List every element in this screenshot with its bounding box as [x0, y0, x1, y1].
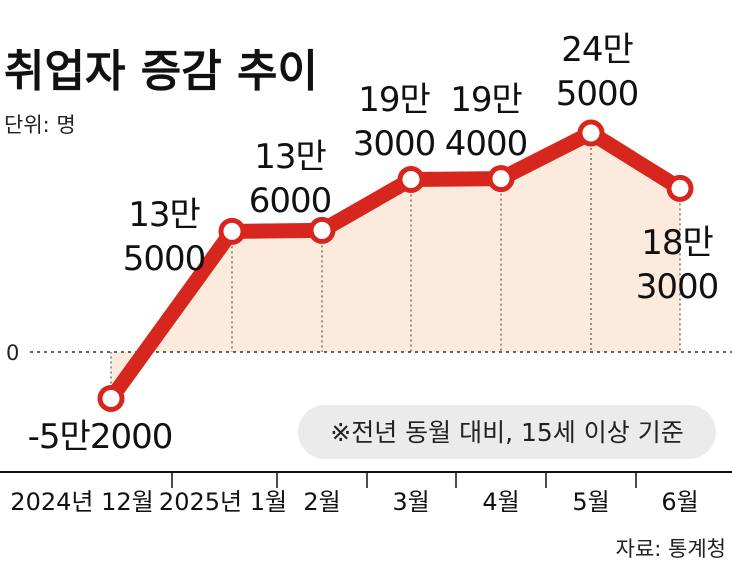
chart-title: 취업자 증감 추이 [4, 46, 318, 97]
data-point [218, 217, 246, 245]
category-label: 2025년 1월 [159, 488, 287, 516]
data-point [487, 165, 515, 193]
data-point [397, 165, 425, 193]
value-label: -5만2000 [28, 417, 173, 457]
value-label: 4000 [445, 124, 528, 164]
note-box [298, 405, 716, 459]
zero-label: 0 [6, 341, 19, 365]
value-label: 6000 [249, 181, 332, 221]
category-label: 3월 [392, 488, 429, 516]
value-label: 5000 [556, 74, 639, 114]
unit-label: 단위: 명 [4, 113, 76, 137]
data-point [97, 384, 125, 412]
value-label: 18만 [641, 223, 713, 263]
source-label: 자료: 통계청 [616, 537, 726, 561]
category-label: 2024년 12월 [10, 488, 153, 516]
note-text: ※전년 동월 대비, 15세 이상 기준 [330, 418, 683, 447]
value-label: 3000 [353, 124, 436, 164]
value-label: 19만 [450, 80, 522, 120]
value-label: 3000 [636, 267, 719, 307]
data-point [666, 174, 694, 202]
category-label: 5월 [572, 488, 609, 516]
value-label: 24만 [561, 30, 633, 70]
value-label: 19만 [358, 80, 430, 120]
category-label: 2월 [303, 488, 340, 516]
category-label: 4월 [482, 488, 519, 516]
value-label: 13만 [254, 137, 326, 177]
value-label: 5000 [123, 239, 206, 279]
category-label: 6월 [661, 488, 698, 516]
area-fill [111, 133, 680, 399]
value-label: 13만 [128, 195, 200, 235]
data-point [308, 216, 336, 244]
data-point [577, 119, 605, 147]
